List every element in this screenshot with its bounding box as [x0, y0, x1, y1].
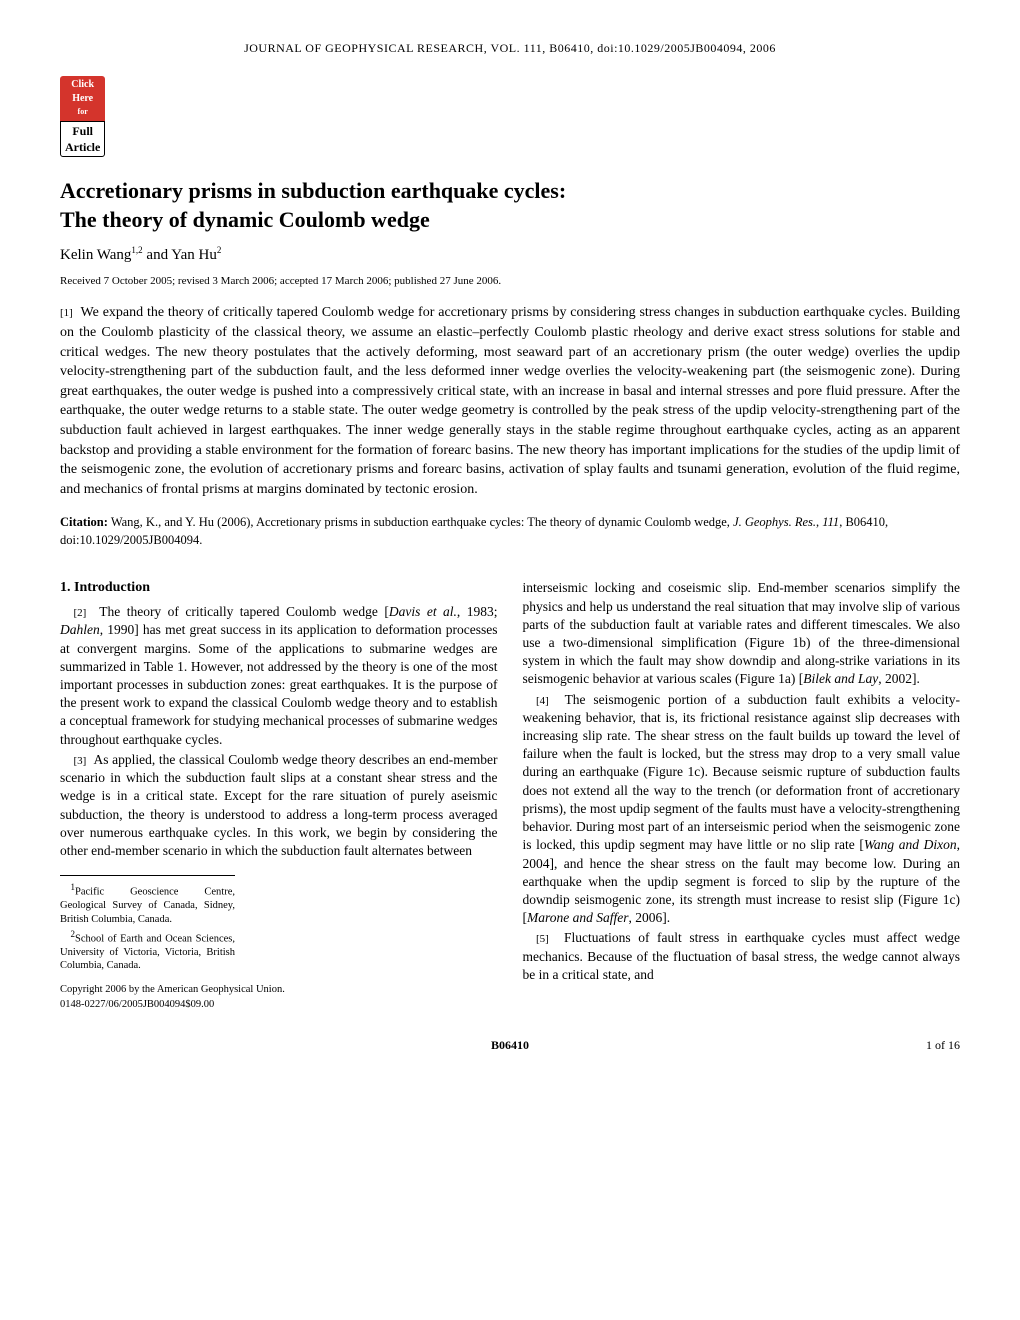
right-column: interseismic locking and coseismic slip.…	[523, 579, 961, 1012]
paragraph: interseismic locking and coseismic slip.…	[523, 579, 961, 688]
article-title: Accretionary prisms in subduction earthq…	[60, 177, 960, 234]
citation-label: Citation:	[60, 515, 108, 529]
left-column: 1. Introduction [2] The theory of critic…	[60, 579, 498, 1012]
citation: Citation: Wang, K., and Y. Hu (2006), Ac…	[60, 514, 960, 549]
badge-bottom: Full Article	[60, 121, 105, 157]
footnotes: 1Pacific Geoscience Centre, Geological S…	[60, 875, 235, 973]
section-heading: 1. Introduction	[60, 579, 498, 598]
abstract: [1] We expand the theory of critically t…	[60, 303, 960, 499]
paragraph: [5] Fluctuations of fault stress in eart…	[523, 929, 961, 984]
paragraph: [4] The seismogenic portion of a subduct…	[523, 691, 961, 928]
badge-top: Click Here for	[60, 76, 105, 121]
paragraph: [3] As applied, the classical Coulomb we…	[60, 751, 498, 860]
page-number: 1 of 16	[660, 1037, 960, 1053]
full-article-badge[interactable]: Click Here for Full Article	[60, 76, 105, 157]
journal-header: JOURNAL OF GEOPHYSICAL RESEARCH, VOL. 11…	[60, 40, 960, 56]
received-line: Received 7 October 2005; revised 3 March…	[60, 274, 960, 289]
body-columns: 1. Introduction [2] The theory of critic…	[60, 579, 960, 1012]
copyright: Copyright 2006 by the American Geophysic…	[60, 983, 498, 1011]
page-footer: B06410 1 of 16	[60, 1037, 960, 1053]
paragraph: [2] The theory of critically tapered Cou…	[60, 603, 498, 749]
authors: Kelin Wang1,2 and Yan Hu2	[60, 244, 960, 265]
para-number: [1]	[60, 307, 73, 319]
page-id: B06410	[360, 1037, 660, 1053]
